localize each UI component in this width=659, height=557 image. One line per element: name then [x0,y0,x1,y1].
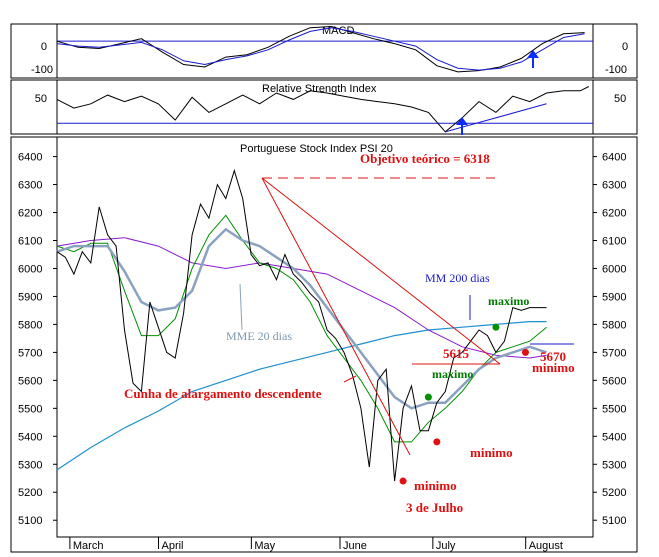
rsi-right-tick: 50 [614,93,626,105]
price-left-tick-label: 5700 [18,347,42,359]
month-tick-group: March April May June July August [69,537,563,552]
macd-line-1 [56,27,585,71]
level-5615-label: 5615 [443,346,470,361]
price-left-tick-label: 6300 [18,180,42,192]
price-right-tick-label: 6100 [602,235,626,247]
price-left-tick-label: 5100 [18,515,42,527]
price-left-tick-label: 6200 [18,208,42,220]
price-right-tick-label: 6000 [602,263,626,275]
month-label: July [436,540,456,552]
price-left-tick-label: 5600 [18,375,42,387]
maximo-left-point [424,393,432,401]
price-points-group [399,323,529,485]
price-left-tick-label: 5800 [18,319,42,331]
price-left-tick-label: 5500 [18,403,42,415]
wedge-upper-line [261,177,501,365]
maximo-right-point [492,323,500,331]
price-left-tick-label: 5900 [18,291,42,303]
level-5670-label: 5670 [540,349,566,364]
maximo-left-label: maximo [432,367,473,381]
rsi-title: Relative Strength Index [262,83,377,95]
macd-right-tick-1: -100 [605,64,627,76]
wedge-pointer-line [343,375,357,383]
mme20-label: MME 20 dias [226,329,292,343]
price-right-tick-label: 5700 [602,347,626,359]
minimo-mid-label: minimo [470,445,513,460]
price-left-tick-label: 5400 [18,431,42,443]
rsi-arrow-icon [456,117,468,135]
price-right-tick-label: 6200 [602,208,626,220]
minimo-right-label: minimo [532,360,575,375]
price-right-tick-label: 5800 [602,319,626,331]
price-right-tick-label: 5500 [602,403,626,415]
maximo-right-label: maximo [488,294,529,308]
price-right-tick-label: 5300 [602,459,626,471]
macd-arrow-icon [527,50,539,68]
price-right-tick-label: 5200 [602,487,626,499]
rsi-left-tick: 50 [35,93,47,105]
month-label: August [529,540,563,552]
macd-series-group [56,25,593,73]
price-left-tick-label: 5200 [18,487,42,499]
price-right-tick-label: 5100 [602,515,626,527]
rsi-plot-frame [56,79,594,135]
month-label: April [162,540,184,552]
wedge-lower-line [261,177,411,456]
month-label: May [254,540,275,552]
rsi-line-0 [56,86,590,133]
price-series-group [56,168,547,482]
price-title: Portuguese Stock Index PSI 20 [240,143,393,155]
price-right-tick-label: 6400 [602,152,626,164]
mm200-label: MM 200 dias [425,271,490,285]
price-right-tick-label: 5900 [602,291,626,303]
price-panel: Portuguese Stock Index PSI 20 5100 5100 52… [10,136,638,553]
mme20-pointer-line [239,283,243,331]
price-line-0 [56,168,547,482]
price-line-4 [56,321,547,471]
rsi-panel: Relative Strength Index 50 50 [10,79,638,135]
objective-label: Objetivo teórico = 6318 [360,151,490,166]
minimo-left-point [399,477,407,485]
price-plot-frame [56,136,594,538]
price-right-tick-label: 5600 [602,375,626,387]
wedge-label: Cunha de alargamento descendente [124,386,322,401]
minimo-mid-point [433,438,441,446]
minimo-right-point [521,348,529,356]
price-left-tick-label: 6000 [18,263,42,275]
price-right-tick-label: 5400 [602,431,626,443]
month-label: March [73,540,104,552]
macd-right-tick-0: 0 [622,41,628,53]
month-label: June [343,540,367,552]
price-left-tick-label: 6400 [18,152,42,164]
price-line-1 [56,227,547,410]
macd-panel: MACD 0 -100 0 -100 [10,23,638,79]
macd-plot-frame [56,23,594,79]
price-right-tick-label: 6300 [602,180,626,192]
price-left-tick-label: 5300 [18,459,42,471]
minimo-left-label: minimo [414,478,457,493]
macd-line-0 [56,25,585,73]
macd-left-tick-0: 0 [41,41,47,53]
price-left-tick-label: 6100 [18,235,42,247]
date-low-label: 3 de Julho [406,500,463,515]
price-line-3 [56,237,547,359]
price-tick-group: 5100 5100 5200 5200 5300 5300 5400 5400 5500 5500… [18,152,626,528]
macd-left-tick-1: -100 [31,64,53,76]
price-line-2 [56,214,547,443]
